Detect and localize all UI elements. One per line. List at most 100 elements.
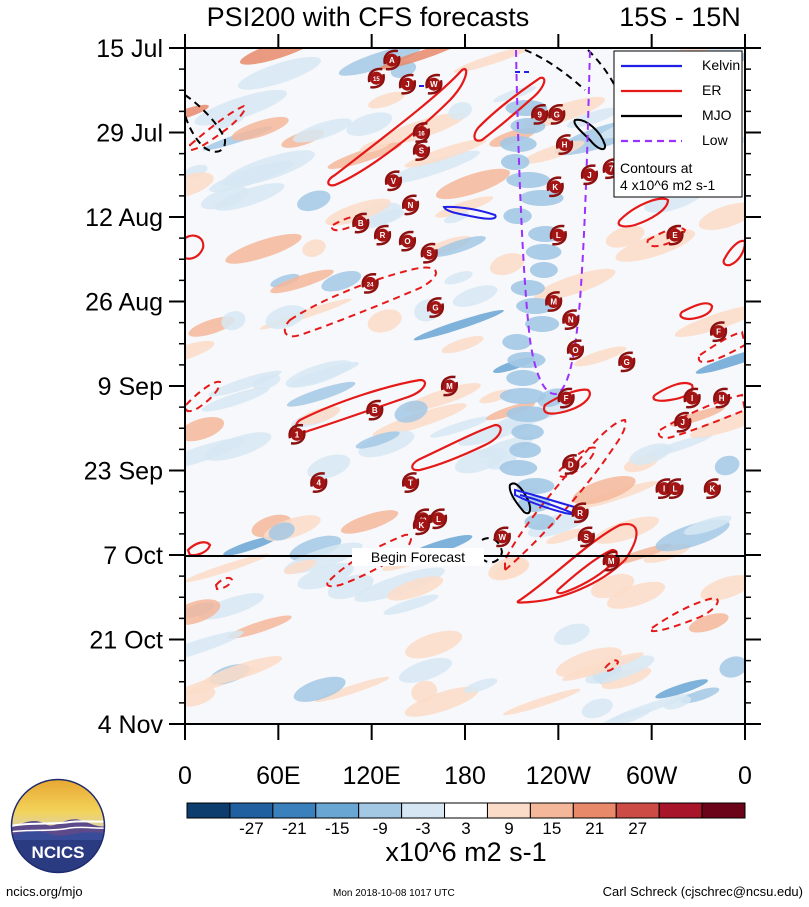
negative-anomaly [385,150,480,185]
negative-anomaly [509,442,542,458]
negative-anomaly [185,630,244,664]
storm-marker: J [398,73,417,95]
storm-dot [685,391,699,405]
storm-marker: F [557,387,575,409]
storm-marker: L [666,478,684,499]
storm-label: V [391,177,397,186]
positive-anomaly [225,233,302,264]
negative-anomaly [292,118,352,143]
storm-marker: M [602,550,620,572]
storm-label: I [691,394,693,403]
storm-marker: G [548,104,566,125]
storm-marker: W [425,73,443,95]
negative-anomaly [204,432,272,461]
negative-anomaly [525,316,560,332]
low-contour [515,49,591,395]
storm-dot [551,228,565,242]
storm-dot [573,506,587,520]
storm-marker: G [426,297,445,318]
negative-anomaly [444,271,473,285]
y-tick-label: 29 Jul [96,120,163,148]
positive-anomaly [700,575,745,601]
storm-dot [290,427,304,441]
storm-label: F [716,328,721,337]
storm-label: R [577,509,583,518]
storm-dot [422,246,436,260]
storm-label: M [446,382,453,391]
storm-label: K [552,183,558,192]
storm-dot [432,512,446,526]
positive-anomaly [503,688,581,716]
storm-marker: K [546,176,564,198]
storm-marker: D [562,454,580,475]
storm-label: B [358,219,364,228]
storm-label: J [587,171,591,180]
storm-label: W [499,533,507,542]
negative-anomaly [478,436,534,458]
colorbar-box [401,802,446,819]
storm-label: I [663,485,665,494]
legend-note-1: Contours at [620,160,692,176]
negative-anomaly [214,183,285,211]
storm-label: L [436,515,441,524]
storm-dot [668,228,682,242]
legend-label: MJO [702,107,732,123]
negative-anomaly [293,676,346,702]
storm-label: H [562,141,568,150]
storm-dot [564,313,578,327]
storm-symbol [602,550,620,572]
positive-anomaly [453,48,532,73]
positive-anomaly [594,516,659,544]
storm-symbol [531,104,549,125]
storm-symbol [557,387,575,409]
storm-dot [547,295,561,308]
positive-anomaly [185,416,225,442]
colorbar-tick-label: 9 [504,819,513,838]
negative-anomaly [413,309,504,341]
storm-marker: B [366,399,384,421]
colorbar-box [572,802,617,819]
storm-symbol [674,411,692,433]
storm-symbol [383,49,401,71]
positive-anomaly [227,615,292,639]
storm-label: N [408,201,414,210]
storm-label: M [550,298,557,307]
x-tick-label: 180 [444,762,486,790]
positive-anomaly [605,225,645,248]
storm-dot [705,482,719,496]
storm-dot [404,476,418,490]
colorbar-tick-label: -15 [325,819,350,838]
storm-symbol [425,73,443,95]
footer-author: Carl Schreck (cjschrec@ncsu.edu) [602,884,803,899]
negative-anomaly [289,535,342,561]
storm-marker: I [683,387,701,409]
negative-anomaly [297,562,354,590]
storm-label: 16 [418,132,425,138]
positive-anomaly [315,676,390,703]
storm-marker: 24 [361,273,379,294]
storm-marker: W [493,526,511,548]
positive-anomaly [555,647,622,678]
negative-anomaly [506,406,549,422]
chart-title: PSI200 with CFS forecasts [207,2,530,32]
storm-symbol [429,508,448,530]
storm-dot [400,234,414,248]
storm-dot [712,325,726,339]
storm-symbol [666,478,684,499]
colorbar-tick-label: -9 [373,819,388,838]
storm-dot [604,554,618,568]
footer-timestamp: Mon 2018-10-08 1017 UTC [333,888,455,899]
storm-symbol [713,387,731,409]
positive-anomaly [546,528,586,545]
storm-label: G [432,304,438,313]
negative-anomaly [268,522,295,541]
storm-dot [427,77,441,91]
negative-anomaly [208,370,282,397]
positive-anomaly [435,168,511,200]
positive-anomaly [561,652,644,681]
storm-dot [368,403,382,417]
negative-anomaly [221,311,246,331]
storm-label: H [719,394,725,403]
storm-symbol [412,140,431,161]
